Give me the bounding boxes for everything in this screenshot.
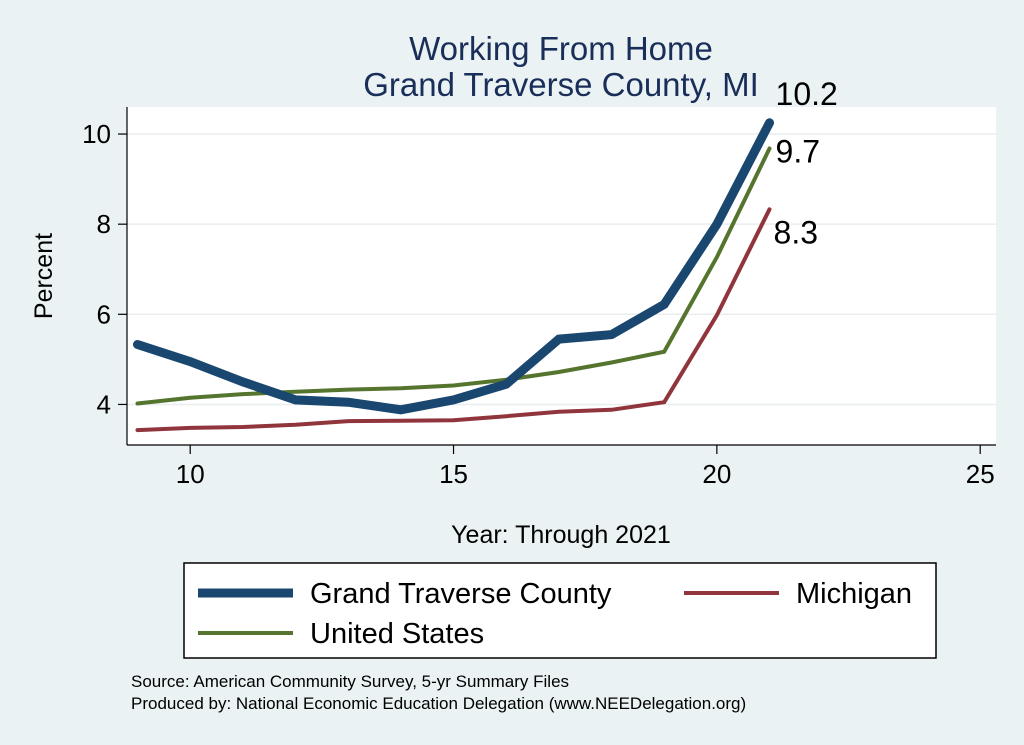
chart-title-line-2: Grand Traverse County, MI (363, 66, 759, 103)
legend-label-united-states: United States (310, 618, 484, 650)
legend: Grand Traverse County Michigan United Stat… (198, 578, 912, 650)
legend-label-grand-traverse-county: Grand Traverse County (310, 578, 612, 610)
gridlines (127, 133, 996, 406)
x-tick-label: 10 (176, 459, 205, 489)
y-tick-label: 10 (82, 119, 111, 149)
x-axis-title: Year: Through 2021 (451, 521, 671, 549)
series-line-michigan (135, 207, 772, 433)
legend-box (183, 562, 937, 659)
y-axis-title: Percent (30, 233, 58, 319)
legend-label-michigan: Michigan (796, 578, 912, 610)
y-tick-label: 6 (97, 299, 111, 329)
end-labels: 10.2 8.3 9.7 (774, 76, 838, 251)
source-line-2: Produced by: National Economic Education… (131, 694, 746, 713)
series-line-grand-traverse-county (133, 118, 774, 415)
end-label-united-states: 9.7 (776, 133, 820, 169)
series-lines (133, 118, 774, 433)
x-tick-label: 20 (702, 459, 731, 489)
end-label-michigan: 8.3 (774, 214, 818, 250)
axes: 4 6 8 10 10 15 20 25 (82, 107, 996, 489)
series-line-united-states (135, 146, 772, 406)
y-tick-label: 8 (97, 209, 111, 239)
end-label-grand-traverse-county: 10.2 (776, 76, 838, 112)
y-tick-label: 4 (97, 389, 111, 419)
chart-title-line-1: Working From Home (409, 30, 713, 67)
x-tick-label: 25 (966, 459, 995, 489)
source-line-1: Source: American Community Survey, 5-yr … (131, 672, 569, 691)
x-tick-label: 15 (439, 459, 468, 489)
